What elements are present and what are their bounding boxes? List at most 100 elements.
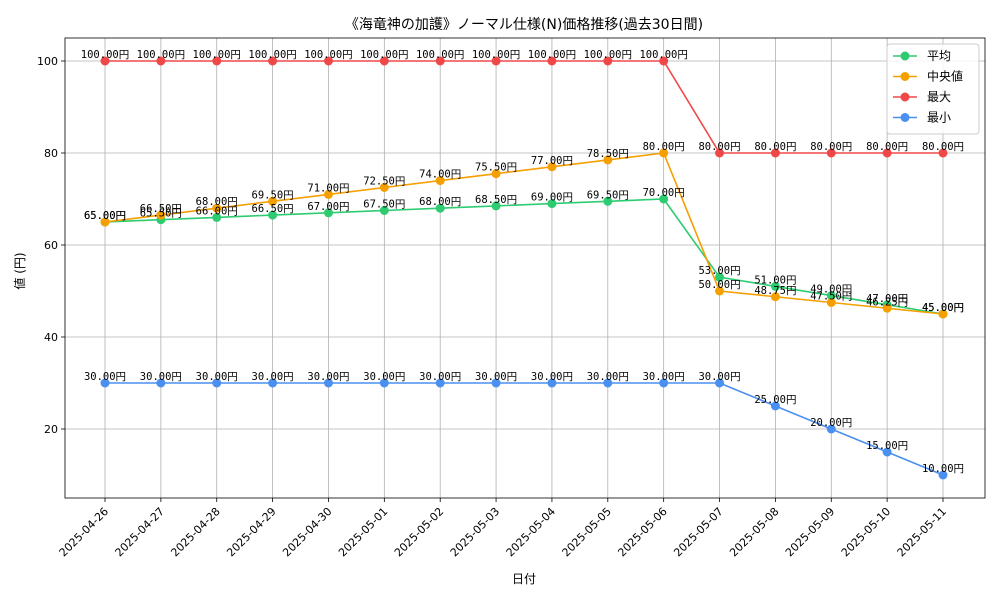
data-label: 30.00円 (252, 371, 294, 383)
series-line (104, 152, 944, 315)
data-label: 50.00円 (698, 279, 740, 291)
data-point (379, 56, 389, 66)
x-tick-label: 2025-04-29 (224, 505, 278, 559)
data-label: 30.00円 (140, 371, 182, 383)
series-1 (100, 148, 948, 319)
data-point (491, 169, 501, 179)
data-label: 80.00円 (922, 141, 964, 153)
data-point (603, 155, 613, 165)
data-label: 69.50円 (252, 189, 294, 201)
data-point (659, 378, 669, 388)
data-point (323, 189, 333, 199)
data-point (268, 196, 278, 206)
data-label: 30.00円 (363, 371, 405, 383)
y-tick-label: 100 (37, 55, 58, 68)
series-3 (100, 378, 948, 480)
legend-label: 平均 (927, 49, 951, 63)
data-point (547, 378, 557, 388)
data-label: 20.00円 (810, 417, 852, 429)
data-label: 100.00円 (472, 49, 520, 61)
legend-item: 平均 (893, 49, 951, 63)
data-label: 67.50円 (363, 199, 405, 211)
grid-layer (65, 38, 985, 498)
data-point (156, 56, 166, 66)
data-label: 78.50円 (587, 148, 629, 160)
data-point (826, 291, 836, 301)
data-point (323, 208, 333, 218)
legend-label: 最小 (927, 111, 951, 125)
data-point (212, 378, 222, 388)
data-point (938, 470, 948, 480)
data-point (882, 148, 892, 158)
data-label: 48.75円 (754, 285, 796, 297)
data-label: 30.00円 (307, 371, 349, 383)
data-label: 66.50円 (140, 203, 182, 215)
data-label: 70.00円 (643, 187, 685, 199)
y-axis-label: 値 (円) (12, 252, 27, 289)
x-tick-label: 2025-05-04 (504, 505, 558, 559)
plot-frame (64, 37, 986, 499)
x-tick-label: 2025-04-30 (280, 505, 334, 559)
data-point (603, 196, 613, 206)
data-point (938, 148, 948, 158)
data-point (379, 183, 389, 192)
data-point (491, 56, 501, 66)
x-tick-label: 2025-05-01 (336, 505, 390, 559)
data-label: 51.00円 (754, 274, 796, 286)
x-tick-label: 2025-05-11 (895, 505, 949, 559)
legend-item: 中央値 (893, 69, 963, 84)
data-point (715, 148, 725, 158)
series-2 (100, 56, 948, 158)
data-label: 30.00円 (698, 371, 740, 383)
data-label: 45.00円 (922, 302, 964, 314)
data-point (882, 303, 892, 313)
x-tick-label: 2025-05-07 (671, 505, 725, 559)
data-point (659, 56, 669, 66)
x-tick-label: 2025-04-27 (113, 505, 167, 559)
series-layer (100, 56, 948, 480)
data-point (268, 378, 278, 388)
data-point (770, 281, 780, 291)
data-point (826, 298, 836, 307)
data-point (212, 56, 222, 66)
data-label: 77.00円 (531, 155, 573, 167)
data-point (100, 217, 110, 227)
data-label: 100.00円 (360, 49, 408, 61)
data-point (491, 201, 501, 211)
series-line (105, 382, 944, 476)
data-point (603, 378, 613, 388)
data-label: 80.00円 (643, 141, 685, 153)
data-point (435, 203, 445, 213)
data-label: 80.00円 (754, 141, 796, 153)
data-point (547, 162, 557, 172)
y-tick-label: 20 (44, 423, 58, 436)
x-tick-label: 2025-05-03 (448, 505, 502, 559)
data-label: 71.00円 (307, 182, 349, 194)
data-label: 100.00円 (193, 49, 241, 61)
data-label: 100.00円 (528, 49, 576, 61)
data-point (770, 401, 780, 411)
data-label: 30.00円 (84, 371, 126, 383)
data-point (659, 148, 669, 158)
data-label: 30.00円 (531, 371, 573, 383)
series-line (105, 60, 943, 154)
data-point (268, 56, 278, 66)
x-axis-label: 日付 (512, 572, 536, 586)
data-point (715, 286, 725, 296)
data-label: 65.00円 (84, 210, 126, 222)
data-label: 30.00円 (475, 371, 517, 383)
data-label: 100.00円 (304, 49, 352, 61)
data-label: 100.00円 (639, 49, 687, 61)
legend-item: 最大 (893, 90, 951, 104)
data-point (156, 378, 166, 388)
data-point (435, 176, 445, 186)
y-tick-label: 60 (44, 239, 58, 252)
data-point (491, 378, 501, 388)
data-point (100, 378, 110, 388)
x-tick-layer: 2025-04-26 2025-04-27 2025-04-28 2025-04-29… (57, 498, 949, 559)
legend-item: 最小 (893, 111, 951, 125)
data-label: 80.00円 (810, 141, 852, 153)
data-label: 68.50円 (475, 194, 517, 206)
data-label: 53.00円 (698, 265, 740, 277)
